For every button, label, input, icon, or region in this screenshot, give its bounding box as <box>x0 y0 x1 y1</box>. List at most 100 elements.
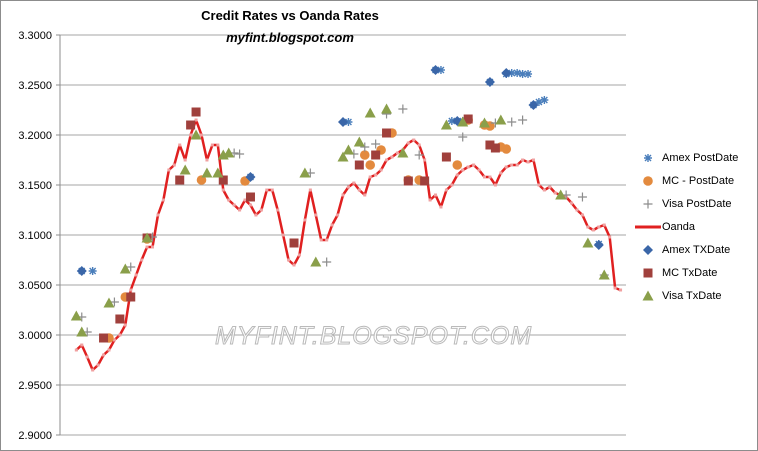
oanda-point <box>444 188 448 192</box>
oanda-point <box>112 338 116 342</box>
legend-marker-mc-txdate <box>643 268 653 277</box>
amex-txdate-point <box>245 172 256 182</box>
amex-postdate-point <box>524 70 533 78</box>
mc-txdate-point <box>245 192 255 202</box>
visa-txdate-point <box>381 103 393 114</box>
gridlines <box>60 34 626 436</box>
oanda-series <box>74 118 623 372</box>
oanda-point <box>281 233 285 237</box>
mc-txdate-point <box>186 120 196 130</box>
legend-label: Oanda <box>662 220 696 233</box>
visa-txdate-point <box>119 263 131 274</box>
y-tick-label: 2.9500 <box>18 380 52 392</box>
series-markers <box>70 65 610 343</box>
mc-postdate-point <box>452 160 463 170</box>
oanda-point <box>434 193 438 197</box>
oanda-point <box>608 235 612 239</box>
mc-txdate-point <box>371 150 381 160</box>
amex-postdate-point <box>518 70 527 78</box>
oanda-point <box>308 188 312 192</box>
legend-item-oanda: Oanda <box>630 215 755 238</box>
oanda-point <box>586 225 590 229</box>
oanda-point <box>178 143 182 147</box>
amex-postdate-point <box>344 118 353 126</box>
legend-item-visa-txdate: Visa TxDate <box>630 284 755 307</box>
legend-item-amex-postdate: Amex PostDate <box>630 146 755 169</box>
legend-marker-amex-txdate <box>643 244 653 255</box>
oanda-point <box>221 188 225 192</box>
y-tick-label: 3.2500 <box>18 80 52 92</box>
amex-txdate-point <box>501 68 512 78</box>
oanda-point <box>216 143 220 147</box>
y-tick-label: 2.9000 <box>18 430 52 442</box>
oanda-point <box>466 165 470 169</box>
oanda-point <box>276 208 280 212</box>
visa-txdate-point <box>440 119 452 130</box>
oanda-point <box>200 133 203 137</box>
oanda-point <box>570 201 574 205</box>
mc-txdate-point <box>126 292 136 302</box>
oanda-point <box>597 225 601 229</box>
oanda-point <box>314 213 318 217</box>
visa-postdate-point <box>360 142 370 152</box>
oanda-point <box>227 198 231 202</box>
oanda-point <box>499 171 503 175</box>
oanda-point <box>74 348 78 352</box>
mc-txdate-point <box>485 140 495 150</box>
oanda-point <box>248 203 252 207</box>
oanda-point <box>189 133 193 137</box>
oanda-point <box>145 245 149 249</box>
oanda-point <box>613 286 617 290</box>
oanda-point <box>140 258 144 262</box>
oanda-point <box>580 213 584 217</box>
oanda-point <box>483 175 486 179</box>
oanda-point <box>619 288 623 292</box>
oanda-point <box>297 253 301 257</box>
amex-postdate-point <box>540 96 549 104</box>
oanda-point <box>510 163 514 167</box>
oanda-point <box>472 163 476 167</box>
oanda-point <box>341 193 345 197</box>
oanda-point <box>363 193 367 197</box>
visa-txdate-point <box>223 147 235 158</box>
oanda-point <box>439 205 443 209</box>
oanda-point <box>488 175 492 179</box>
amex-txdate-point <box>430 65 441 75</box>
mc-txdate-point <box>289 238 299 248</box>
visa-txdate-point <box>495 114 507 125</box>
oanda-point <box>336 213 340 217</box>
oanda-point <box>134 273 138 277</box>
visa-postdate-point <box>414 150 424 160</box>
oanda-point <box>287 258 291 262</box>
oanda-point <box>232 203 236 207</box>
amex-txdate-point <box>484 77 495 87</box>
visa-postdate-point <box>458 132 468 142</box>
oanda-point <box>205 158 209 162</box>
legend-label: Visa PostDate <box>662 197 732 210</box>
oanda-point <box>428 198 432 202</box>
mc-txdate-point <box>115 314 125 324</box>
oanda-point <box>102 353 106 357</box>
y-tick-label: 3.1000 <box>18 230 52 242</box>
oanda-point <box>270 188 274 192</box>
oanda-point <box>455 173 459 177</box>
mc-txdate-point <box>490 143 500 153</box>
oanda-point <box>537 183 541 187</box>
oanda-point <box>368 175 372 179</box>
oanda-point <box>450 183 454 187</box>
oanda-point <box>129 288 133 292</box>
legend-label: Amex PostDate <box>662 151 739 164</box>
y-tick-label: 3.3000 <box>18 30 52 42</box>
y-tick-label: 3.2000 <box>18 130 52 142</box>
mc-postdate-point <box>365 160 376 170</box>
oanda-point <box>96 363 100 367</box>
oanda-point <box>542 188 546 192</box>
oanda-point <box>265 188 269 192</box>
oanda-point <box>379 168 383 172</box>
oanda-point <box>461 168 465 172</box>
y-axis: 3.3000 3.2500 3.2000 3.1500 3.1000 3.0500 3.00… <box>18 30 61 442</box>
visa-txdate-point <box>103 297 115 308</box>
visa-postdate-point <box>507 117 517 127</box>
oanda-point <box>374 173 378 177</box>
